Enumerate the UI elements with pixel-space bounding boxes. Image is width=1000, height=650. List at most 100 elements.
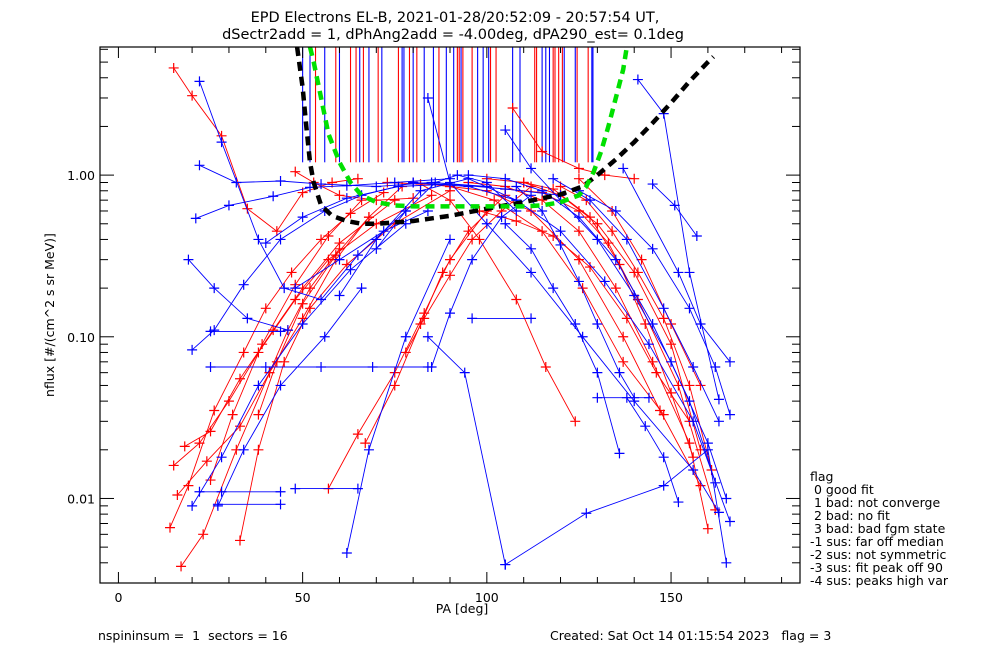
data-point <box>352 173 363 184</box>
data-point <box>275 326 286 337</box>
series-line <box>217 287 362 507</box>
data-point <box>467 313 478 324</box>
data-point <box>599 276 610 287</box>
data-point <box>643 392 654 403</box>
data-point <box>511 294 522 305</box>
data-point <box>573 212 584 223</box>
data-point <box>713 507 724 518</box>
data-point <box>408 193 419 204</box>
legend-item: -1 sus: far off median <box>810 534 944 549</box>
data-point <box>702 523 713 534</box>
data-point <box>658 409 669 420</box>
data-point <box>305 303 315 314</box>
series-line <box>191 223 407 507</box>
series-line <box>468 174 716 483</box>
data-point <box>573 226 584 237</box>
data-point <box>618 163 629 174</box>
series-red-24 <box>290 166 419 206</box>
y-tick-label: 0.01 <box>67 491 95 506</box>
series-line <box>239 190 451 541</box>
data-point <box>658 313 669 324</box>
data-point <box>570 416 581 427</box>
series-blue-6 <box>194 486 286 497</box>
data-point <box>341 193 352 204</box>
data-point <box>279 283 290 294</box>
series-line <box>427 97 720 513</box>
data-point <box>688 416 699 427</box>
data-point <box>573 173 584 184</box>
series-red-2 <box>176 243 345 572</box>
series-line <box>346 239 451 554</box>
data-point <box>459 367 470 378</box>
data-point <box>253 444 264 455</box>
series-blue-5 <box>187 218 411 511</box>
series-line <box>375 174 517 250</box>
data-point <box>345 264 356 275</box>
data-point <box>610 254 621 265</box>
x-tick-label: 0 <box>114 590 122 605</box>
data-point <box>268 191 279 202</box>
series-red-21 <box>382 177 581 427</box>
series-blue-9 <box>290 483 363 494</box>
data-point <box>463 173 474 184</box>
data-point <box>629 173 640 184</box>
data-point <box>363 444 374 455</box>
series-blue-11 <box>500 444 732 570</box>
data-point <box>165 522 175 533</box>
data-point <box>647 179 658 190</box>
data-point <box>242 313 253 324</box>
data-point <box>592 234 603 245</box>
footer-right: Created: Sat Oct 14 01:15:54 2023 flag =… <box>550 628 831 643</box>
data-point <box>275 175 286 186</box>
series-line <box>552 178 720 422</box>
data-point <box>500 125 511 136</box>
y-tick-labels: 1.00 0.10 0.01 <box>67 168 95 506</box>
data-point <box>666 318 677 329</box>
data-point <box>632 267 643 278</box>
data-point <box>610 205 621 216</box>
data-point <box>179 441 190 452</box>
data-point <box>367 362 378 373</box>
series-red-15 <box>481 173 706 455</box>
data-point <box>297 212 308 223</box>
data-point <box>500 184 511 195</box>
data-point <box>290 483 301 494</box>
legend-item: -2 sus: not symmetric <box>810 547 946 562</box>
series-blue-33 <box>467 313 537 324</box>
series-line <box>180 248 340 567</box>
data-point <box>658 452 669 463</box>
data-point <box>231 177 242 188</box>
data-point <box>323 231 334 242</box>
data-point <box>187 90 198 101</box>
data-point <box>345 208 356 219</box>
data-point <box>238 279 249 290</box>
series-blue-10 <box>341 234 455 558</box>
data-point <box>352 429 363 440</box>
series-blue-7 <box>212 283 367 511</box>
data-point <box>643 339 654 350</box>
data-point <box>632 74 643 85</box>
data-point <box>721 557 732 568</box>
data-point <box>260 362 271 373</box>
data-point <box>216 137 227 148</box>
axis-ticks <box>100 47 800 584</box>
data-point <box>618 356 629 367</box>
data-point <box>445 270 455 281</box>
data-point <box>201 456 212 467</box>
data-point <box>275 234 286 245</box>
data-point <box>437 267 448 278</box>
y-axis-label: nflux [#/(cm^2 s sr MeV)] <box>42 233 57 397</box>
series-blue-30 <box>500 218 625 459</box>
data-point <box>242 203 253 214</box>
data-point <box>511 216 522 227</box>
data-point <box>205 326 216 337</box>
data-point <box>430 177 441 188</box>
data-point <box>537 185 548 196</box>
vertical-markers <box>302 47 594 163</box>
data-point <box>316 362 327 373</box>
data-point <box>445 254 455 265</box>
data-point <box>518 177 529 188</box>
data-point <box>205 475 216 486</box>
data-point <box>209 405 220 416</box>
series-red-23 <box>507 103 640 184</box>
